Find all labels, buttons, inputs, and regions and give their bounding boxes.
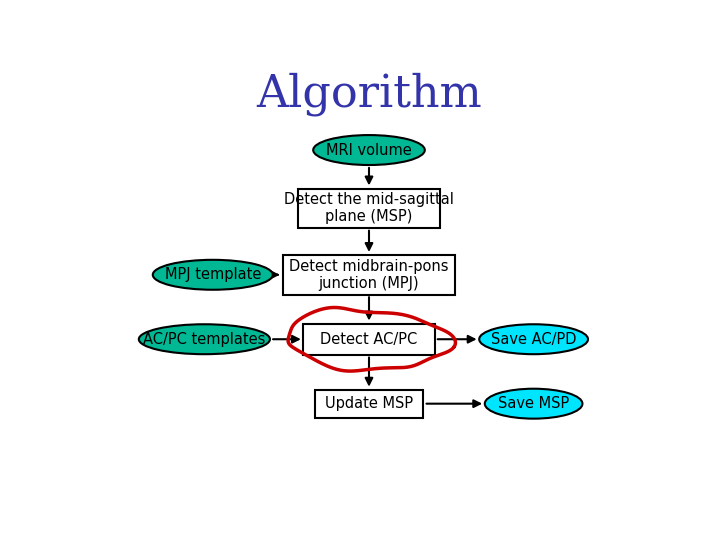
FancyBboxPatch shape [298,188,440,228]
FancyBboxPatch shape [282,255,456,294]
Text: Detect midbrain-pons
junction (MPJ): Detect midbrain-pons junction (MPJ) [289,259,449,291]
Ellipse shape [153,260,273,290]
Text: Detect AC/PC: Detect AC/PC [320,332,418,347]
Text: Detect the mid-sagittal
plane (MSP): Detect the mid-sagittal plane (MSP) [284,192,454,225]
FancyBboxPatch shape [303,323,435,355]
Text: AC/PC templates: AC/PC templates [143,332,266,347]
Ellipse shape [485,389,582,419]
Text: MRI volume: MRI volume [326,143,412,158]
Text: Algorithm: Algorithm [256,72,482,116]
Ellipse shape [313,135,425,165]
Text: Save AC/PD: Save AC/PD [491,332,577,347]
Text: MPJ template: MPJ template [165,267,261,282]
Text: Update MSP: Update MSP [325,396,413,411]
FancyBboxPatch shape [315,389,423,418]
Text: Save MSP: Save MSP [498,396,570,411]
Ellipse shape [139,324,270,354]
Ellipse shape [480,324,588,354]
